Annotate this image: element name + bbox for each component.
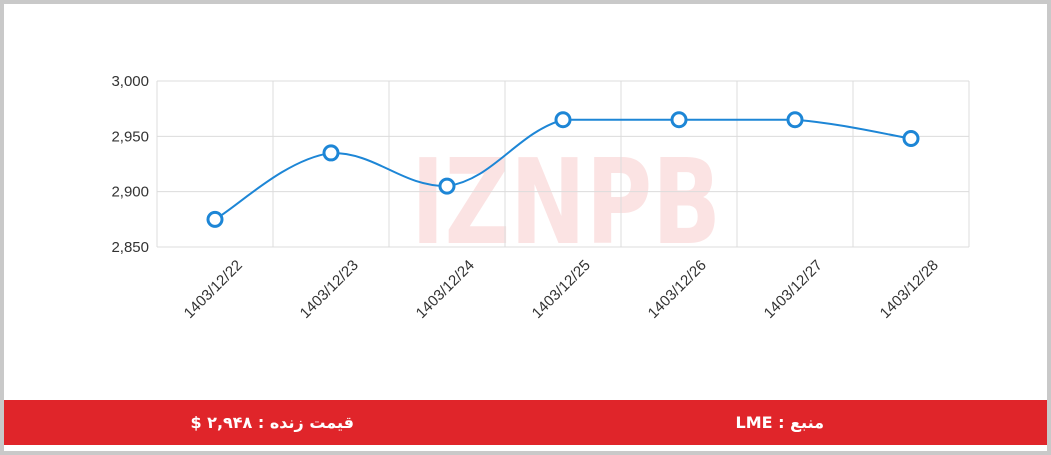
x-tick-label: 1403/12/28	[877, 257, 942, 322]
y-tick-label: 2,900	[111, 184, 149, 201]
chart-grid	[156, 80, 970, 248]
y-axis-ticks: 3,000 2,950 2,900 2,850	[111, 73, 149, 256]
watermark-text: IZNPB	[411, 133, 721, 271]
data-point	[438, 177, 456, 195]
data-point	[554, 111, 572, 129]
series-layer	[206, 111, 920, 228]
y-tick-label: 3,000	[111, 73, 149, 90]
y-tick-label: 2,850	[111, 239, 149, 256]
data-point	[902, 130, 920, 148]
y-tick-label: 2,950	[111, 128, 149, 145]
source-label: منبع : LME	[735, 413, 824, 432]
x-tick-label: 1403/12/22	[181, 257, 246, 322]
x-tick-label: 1403/12/23	[297, 257, 362, 322]
line-chart: IZNPB 3,000 2,950 2,900 2,850 1403/12/22 140…	[111, 73, 970, 322]
chart-card: IZNPB 3,000 2,950 2,900 2,850 1403/12/22 140…	[4, 4, 1047, 451]
data-point	[670, 111, 688, 129]
bottom-strip	[4, 445, 1047, 451]
info-footer: منبع : LME قیمت زنده : ۲,۹۴۸ $	[4, 400, 1047, 445]
x-tick-label: 1403/12/27	[761, 257, 826, 322]
data-point	[322, 144, 340, 162]
data-point	[786, 111, 804, 129]
iznpb-watermark: IZNPB	[411, 133, 721, 271]
data-point	[206, 210, 224, 228]
live-price-label: قیمت زنده : ۲,۹۴۸ $	[190, 413, 354, 432]
